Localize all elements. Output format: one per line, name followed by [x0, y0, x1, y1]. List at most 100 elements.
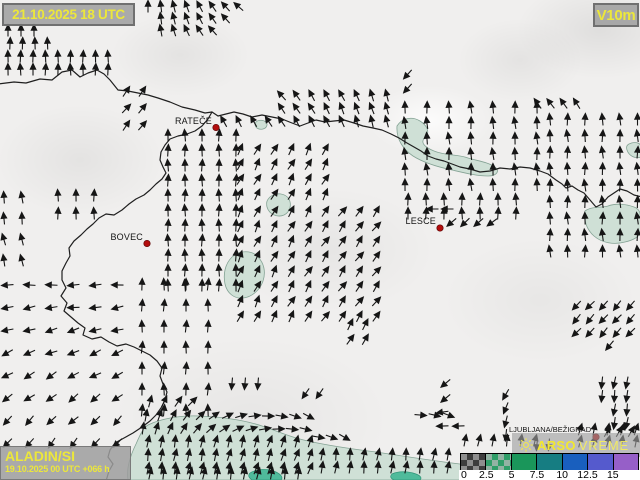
wind-arrow	[138, 85, 147, 97]
wind-arrow	[253, 205, 262, 217]
wind-arrow	[371, 221, 382, 232]
wind-arrow	[581, 128, 589, 143]
wind-arrow	[293, 434, 301, 448]
wind-arrow	[304, 220, 313, 232]
wind-arrow	[160, 382, 168, 396]
sun-icon	[519, 438, 533, 452]
wind-arrow	[451, 422, 465, 430]
wind-arrow	[232, 173, 240, 187]
wind-arrow	[198, 461, 206, 475]
city-label: BOVEC	[110, 232, 143, 242]
wind-arrow	[321, 173, 330, 185]
wind-arrow	[332, 460, 340, 474]
wind-arrow	[166, 421, 174, 435]
wind-arrow	[401, 100, 409, 114]
wind-arrow	[546, 194, 554, 209]
wind-arrow	[270, 295, 278, 308]
wind-arrow	[285, 425, 300, 433]
wind-arrow	[585, 313, 595, 325]
wind-arrow	[232, 203, 240, 217]
wind-arrow	[22, 326, 36, 334]
wind-arrow	[546, 178, 554, 192]
wind-arrow	[337, 206, 348, 217]
wind-arrow	[610, 376, 618, 390]
wind-arrow	[195, 24, 204, 36]
wind-arrow	[598, 314, 609, 325]
wind-arrow	[368, 88, 376, 102]
wind-arrow	[312, 433, 326, 441]
wind-arrow	[585, 327, 595, 338]
wind-arrow	[66, 326, 80, 334]
wind-arrow	[402, 460, 410, 474]
wind-arrow	[304, 279, 312, 293]
wind-arrow	[281, 466, 289, 480]
wind-arrow	[137, 120, 148, 131]
wind-arrow	[353, 114, 361, 128]
wind-arrow	[361, 333, 369, 346]
wind-arrow	[215, 128, 223, 142]
wind-arrow	[138, 361, 146, 375]
wind-arrow	[196, 12, 204, 25]
wind-arrow	[67, 416, 79, 425]
wind-arrow	[236, 204, 244, 218]
wind-arrow	[0, 326, 14, 334]
wind-arrow	[338, 89, 346, 102]
wind-arrow	[181, 218, 189, 232]
wind-arrow	[110, 281, 124, 289]
wind-arrow	[338, 220, 346, 233]
wind-arrow	[476, 192, 484, 206]
wind-arrow	[633, 161, 640, 176]
country-borders-layer	[0, 69, 640, 480]
wind-arrow	[633, 112, 640, 126]
wind-arrow	[323, 101, 331, 115]
wind-arrow	[266, 447, 274, 461]
wind-arrow	[122, 85, 131, 97]
wind-arrow	[0, 211, 8, 225]
city-dot	[212, 123, 220, 132]
wind-arrow	[388, 460, 396, 474]
wind-arrow	[563, 244, 572, 258]
wind-arrow	[248, 412, 262, 420]
wind-arrow	[170, 11, 178, 25]
wind-arrow	[338, 114, 346, 128]
wind-arrow	[220, 1, 231, 12]
wind-arrow	[198, 188, 206, 202]
legend-cell	[537, 454, 563, 471]
wind-arrow	[232, 188, 240, 202]
wind-arrow	[275, 412, 289, 420]
wind-arrow	[383, 88, 391, 102]
wind-arrow	[195, 410, 206, 421]
wind-arrow	[22, 281, 36, 289]
wind-arrow	[198, 173, 206, 187]
legend-cell	[562, 454, 589, 471]
wind-arrow	[239, 461, 247, 475]
wind-arrow	[198, 233, 206, 247]
wind-arrow	[164, 143, 172, 157]
wind-arrow	[44, 326, 58, 334]
wind-arrow	[616, 194, 624, 209]
wind-arrow	[253, 249, 261, 263]
wind-arrow	[54, 188, 62, 202]
wind-arrow	[164, 263, 172, 277]
wind-arrow	[315, 388, 324, 400]
wind-arrow	[160, 340, 168, 354]
wind-arrow	[270, 188, 279, 200]
wind-arrow	[17, 23, 25, 37]
wind-arrow	[182, 319, 190, 333]
wind-arrow	[182, 340, 190, 354]
wind-arrow	[304, 249, 312, 263]
wind-arrow	[440, 379, 451, 389]
wind-arrow	[338, 295, 346, 308]
wind-arrow	[88, 281, 102, 289]
wind-arrow	[198, 278, 206, 292]
wind-arrow	[236, 158, 244, 171]
wind-arrow	[232, 425, 245, 433]
wind-arrow	[625, 300, 635, 311]
wind-arrow	[559, 97, 568, 109]
wind-arrow	[360, 447, 368, 461]
wind-arrow	[213, 466, 222, 480]
wind-arrow	[18, 211, 26, 225]
wind-arrow	[169, 409, 177, 422]
wind-arrow	[68, 393, 79, 403]
